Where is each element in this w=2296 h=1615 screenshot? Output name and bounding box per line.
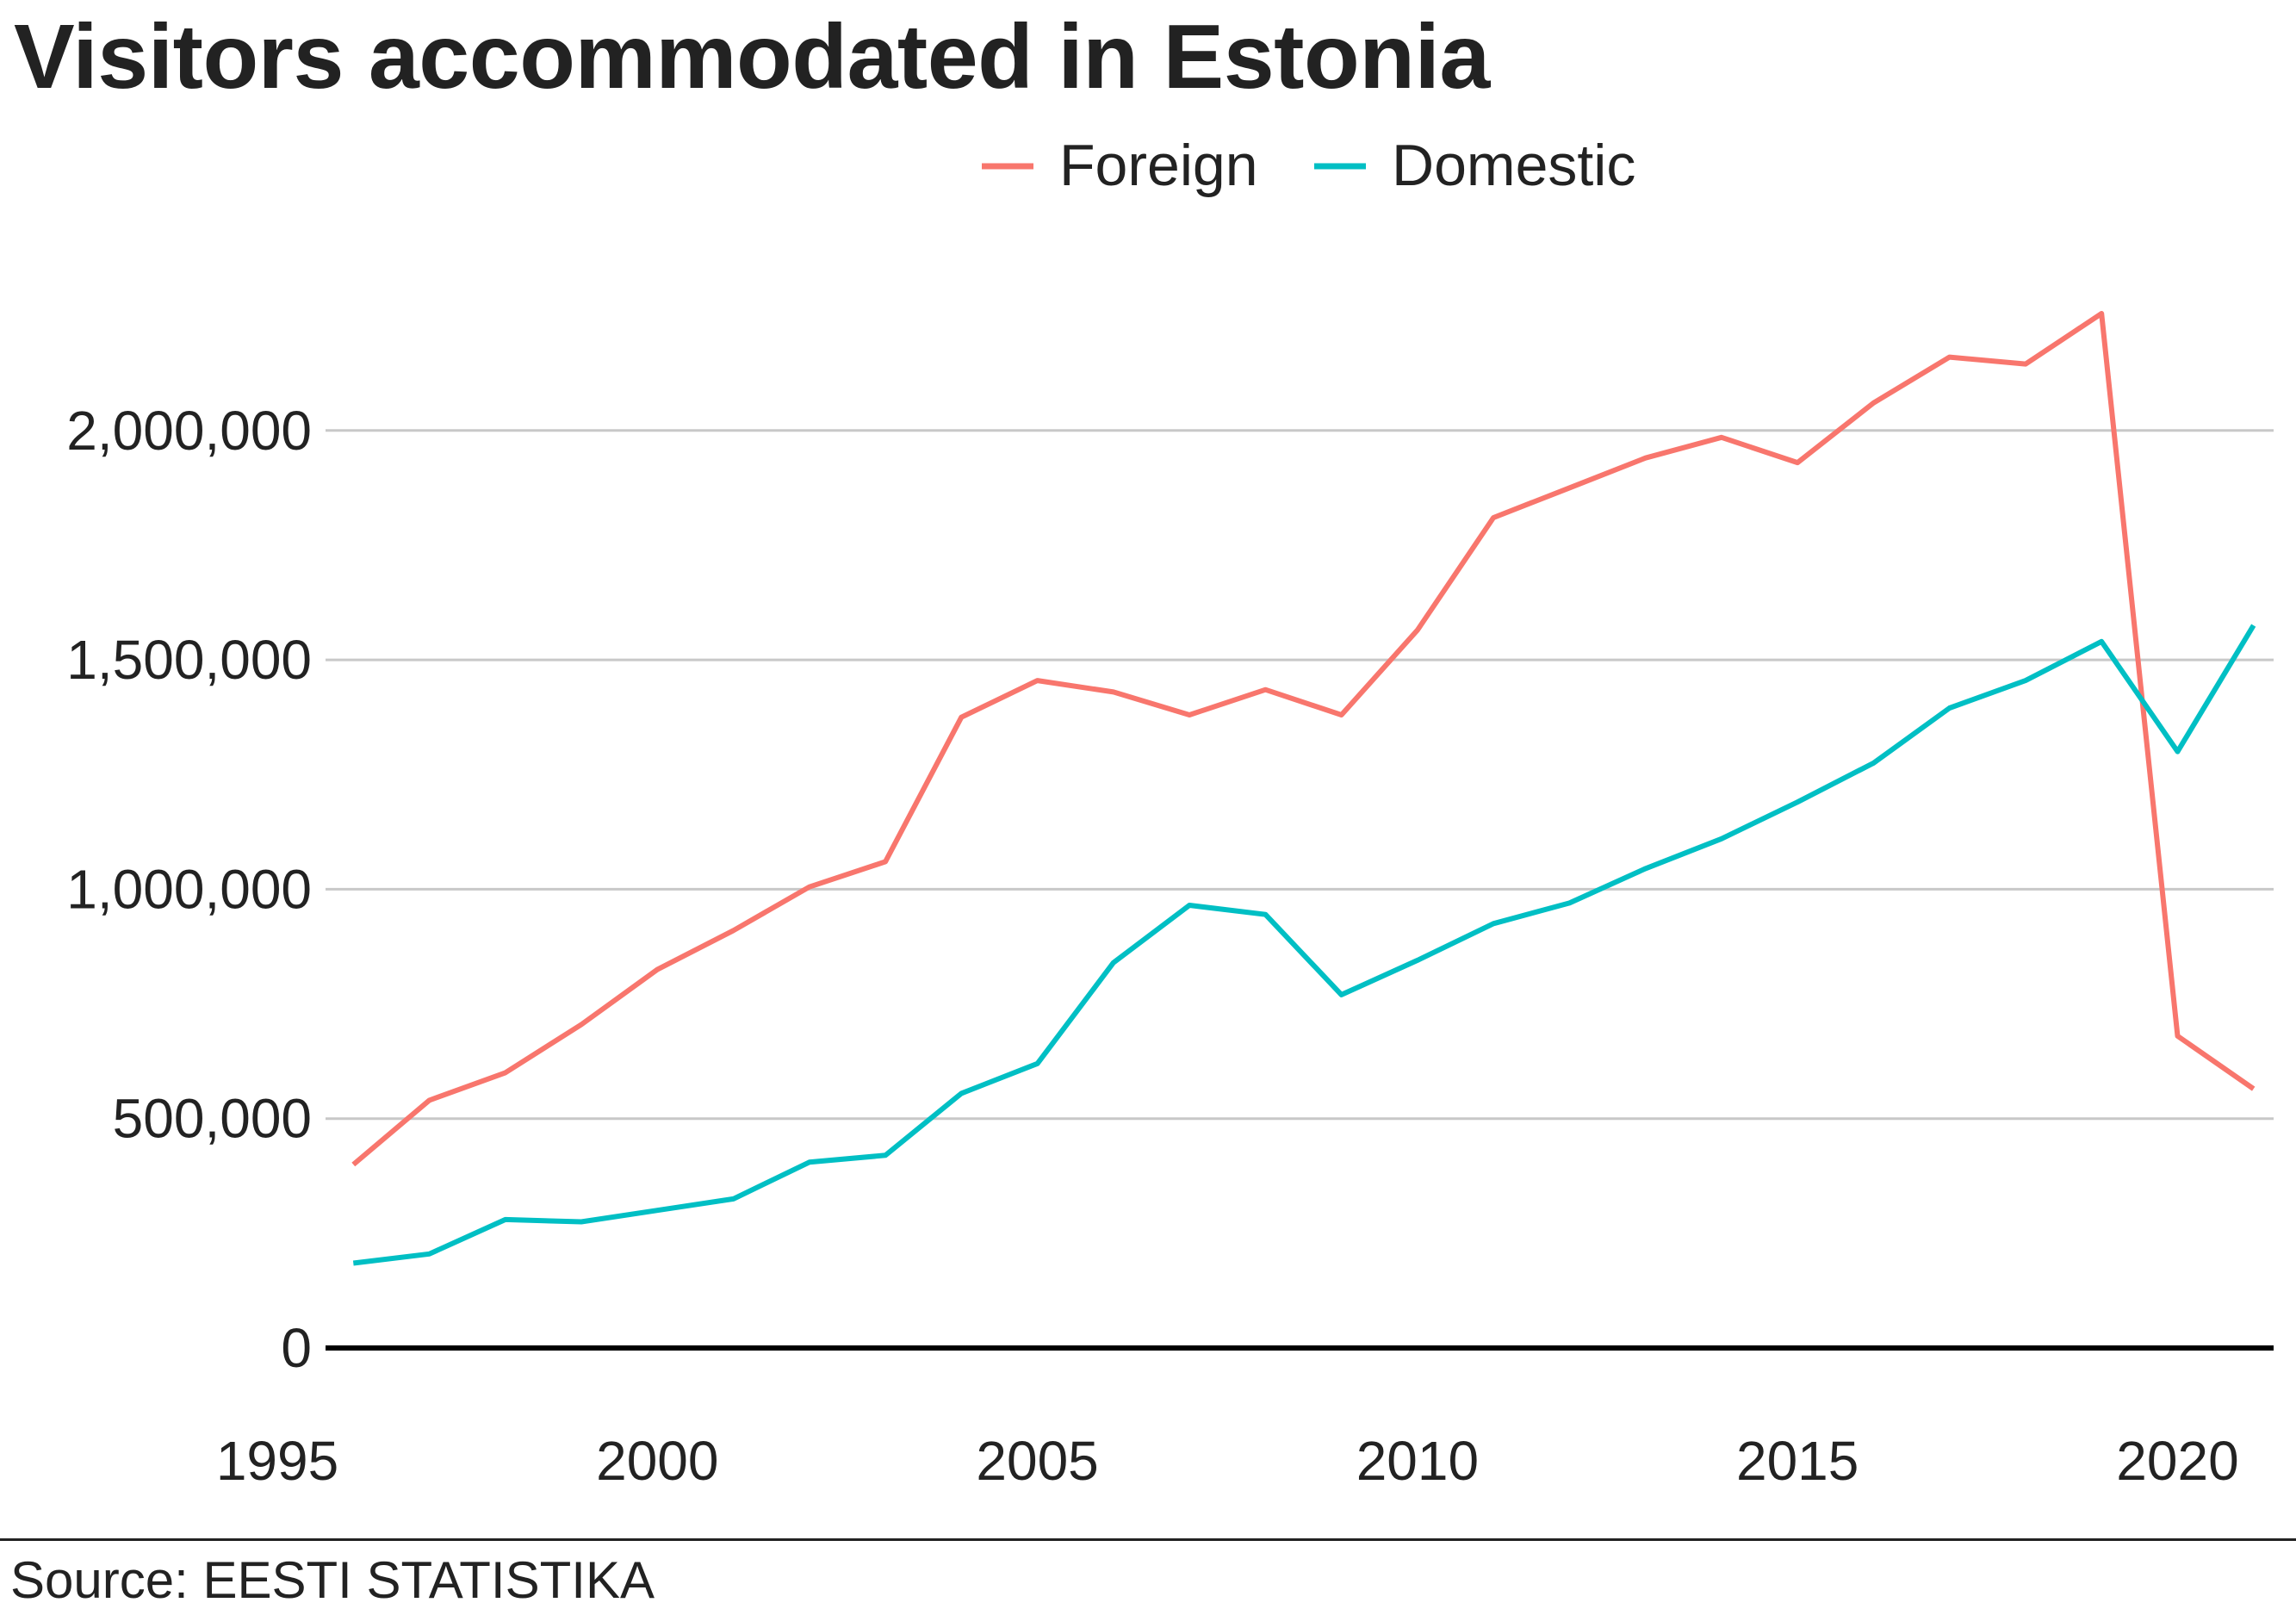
x-tick-labels: 1995 2000 2005 2010 2015 2020 <box>216 1430 2239 1492</box>
source-note: Source: EESTI STATISTIKA <box>10 1551 655 1609</box>
legend-label-domestic: Domestic <box>1392 133 1635 198</box>
source-divider <box>0 1538 2296 1541</box>
legend: Foreign Domestic <box>982 133 1635 198</box>
x-tick-label: 2020 <box>2116 1430 2238 1492</box>
series-line-domestic <box>352 624 2256 1266</box>
grid-lines <box>326 429 2274 1121</box>
x-tick-label: 1995 <box>216 1430 338 1492</box>
x-tick-label: 2015 <box>1736 1430 1859 1492</box>
y-tick-label: 0 <box>281 1317 312 1379</box>
series-lines <box>351 311 2256 1266</box>
series-line-foreign <box>351 311 2256 1167</box>
y-tick-labels: 0 500,000 1,000,000 1,500,000 2,000,000 <box>66 400 312 1379</box>
y-tick-label: 2,000,000 <box>66 400 312 462</box>
y-tick-label: 500,000 <box>113 1088 312 1150</box>
y-tick-label: 1,500,000 <box>66 629 312 691</box>
legend-label-foreign: Foreign <box>1059 133 1258 198</box>
chart-title: Visitors accommodated in Estonia <box>14 6 1490 108</box>
x-tick-label: 2010 <box>1356 1430 1479 1492</box>
y-tick-label: 1,000,000 <box>66 858 312 920</box>
x-tick-label: 2000 <box>596 1430 718 1492</box>
x-tick-label: 2005 <box>976 1430 1098 1492</box>
